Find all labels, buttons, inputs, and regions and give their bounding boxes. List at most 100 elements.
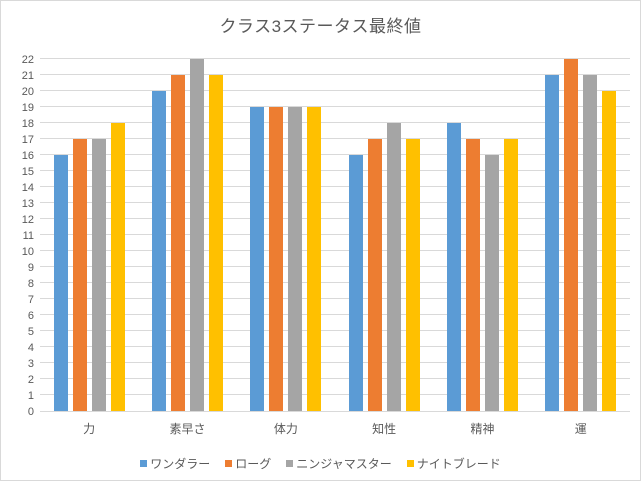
y-tick-label-22: 22 xyxy=(21,54,34,66)
gridline-4 xyxy=(40,346,630,347)
y-tick-label-7: 7 xyxy=(27,294,34,306)
bar-group-2 xyxy=(138,59,236,411)
gridline-18 xyxy=(40,122,630,123)
legend: ワンダラー ローグ ニンジャマスター ナイトブレード xyxy=(1,455,640,472)
bar-series-1-category-1 xyxy=(53,155,68,411)
plot-area xyxy=(40,58,630,412)
y-tick-label-2: 2 xyxy=(27,374,34,386)
gridline-15 xyxy=(40,170,630,171)
y-tick-label-4: 4 xyxy=(27,342,34,354)
y-tick-label-12: 12 xyxy=(21,214,34,226)
gridline-3 xyxy=(40,362,630,363)
x-category-label-5: 精神 xyxy=(470,422,495,436)
y-tick-label-0: 0 xyxy=(27,406,34,418)
gridline-1 xyxy=(40,394,630,395)
y-tick-label-18: 18 xyxy=(21,118,34,130)
y-tick-label-13: 13 xyxy=(21,198,34,210)
gridline-19 xyxy=(40,106,630,107)
y-tick-label-16: 16 xyxy=(21,150,34,162)
gridline-22 xyxy=(40,58,630,59)
bar-series-2-category-4 xyxy=(367,139,382,411)
gridline-6 xyxy=(40,314,630,315)
y-tick-label-6: 6 xyxy=(27,310,34,322)
legend-label: ローグ xyxy=(235,457,272,471)
y-tick-label-20: 20 xyxy=(21,86,34,98)
legend-swatch-icon xyxy=(406,460,414,467)
bar-series-2-category-6 xyxy=(564,59,579,411)
bar-series-2-category-5 xyxy=(465,139,480,411)
bar-series-3-category-6 xyxy=(583,75,598,411)
bar-series-2-category-3 xyxy=(269,107,284,411)
bar-group-4 xyxy=(335,60,433,411)
legend-label: ナイトブレード xyxy=(416,457,501,471)
x-category-label-1: 力 xyxy=(83,422,96,436)
bar-series-4-category-4 xyxy=(405,139,420,411)
gridline-10 xyxy=(40,250,630,251)
legend-item-2: ローグ xyxy=(225,455,271,472)
bar-group-6 xyxy=(532,59,630,411)
bar-series-3-category-1 xyxy=(91,139,106,411)
y-tick-label-8: 8 xyxy=(27,278,34,290)
bar-series-1-category-4 xyxy=(348,155,363,411)
bar-groups xyxy=(40,59,630,411)
y-tick-label-17: 17 xyxy=(21,134,34,146)
legend-label: ニンジャマスター xyxy=(296,457,392,471)
gridline-12 xyxy=(40,218,630,219)
legend-item-1: ワンダラー xyxy=(140,455,210,472)
y-tick-label-21: 21 xyxy=(21,70,34,82)
bar-series-3-category-5 xyxy=(484,155,499,411)
legend-swatch-icon xyxy=(140,460,148,467)
gridline-9 xyxy=(40,266,630,267)
legend-swatch-icon xyxy=(286,460,294,467)
bar-series-4-category-2 xyxy=(208,75,223,411)
gridline-20 xyxy=(40,90,630,91)
legend-item-3: ニンジャマスター xyxy=(286,455,392,472)
y-tick-label-15: 15 xyxy=(21,166,34,178)
x-category-label-2: 素早さ xyxy=(169,422,206,436)
bar-group-1 xyxy=(40,60,138,411)
y-tick-label-1: 1 xyxy=(27,390,34,402)
bar-series-2-category-2 xyxy=(170,75,185,411)
bar-series-1-category-6 xyxy=(545,75,560,411)
x-category-label-3: 体力 xyxy=(273,422,298,436)
bar-series-4-category-6 xyxy=(602,91,617,411)
gridline-2 xyxy=(40,378,630,379)
bar-series-4-category-3 xyxy=(307,107,322,411)
gridline-17 xyxy=(40,138,630,139)
legend-swatch-icon xyxy=(225,460,233,467)
legend-item-4: ナイトブレード xyxy=(406,455,501,472)
legend-label: ワンダラー xyxy=(150,457,211,471)
y-tick-label-19: 19 xyxy=(21,102,34,114)
gridline-14 xyxy=(40,186,630,187)
chart-title: クラス3ステータス最終値 xyxy=(219,17,422,36)
x-category-label-4: 知性 xyxy=(372,422,397,436)
bar-series-3-category-2 xyxy=(189,59,204,411)
bar-series-1-category-5 xyxy=(446,123,461,411)
bar-series-3-category-4 xyxy=(386,123,401,411)
bar-series-4-category-5 xyxy=(503,139,518,411)
bar-group-3 xyxy=(237,60,335,411)
gridline-11 xyxy=(40,234,630,235)
gridline-21 xyxy=(40,74,630,75)
gridline-5 xyxy=(40,330,630,331)
bar-series-3-category-3 xyxy=(288,107,303,411)
y-tick-label-3: 3 xyxy=(27,358,34,370)
y-tick-label-5: 5 xyxy=(27,326,34,338)
gridline-16 xyxy=(40,154,630,155)
bar-group-5 xyxy=(433,60,531,411)
y-tick-label-14: 14 xyxy=(21,182,34,194)
gridline-13 xyxy=(40,202,630,203)
bar-series-1-category-3 xyxy=(250,107,265,411)
y-tick-label-9: 9 xyxy=(27,262,34,274)
x-axis-labels: 力 素早さ 体力 知性 精神 運 xyxy=(40,420,630,437)
x-category-label-6: 運 xyxy=(574,422,587,436)
gridline-8 xyxy=(40,282,630,283)
y-tick-label-10: 10 xyxy=(21,246,34,258)
bar-series-1-category-2 xyxy=(151,91,166,411)
y-tick-label-11: 11 xyxy=(22,230,34,242)
bar-series-2-category-1 xyxy=(72,139,87,411)
bar-series-4-category-1 xyxy=(110,123,125,411)
gridline-7 xyxy=(40,298,630,299)
y-axis-labels: 0 1 2 3 4 5 6 7 8 9 10 11 12 13 14 15 16 17 18 19 20 21 22 xyxy=(1,54,34,418)
